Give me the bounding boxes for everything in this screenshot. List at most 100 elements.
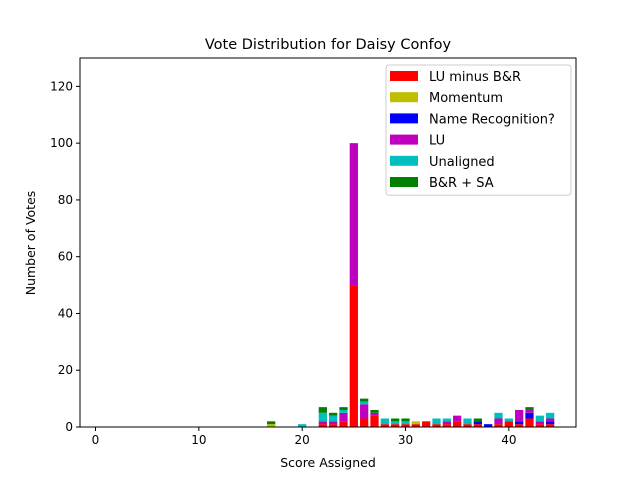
- legend-swatch: [390, 113, 418, 124]
- bar-segment: [494, 418, 503, 425]
- bar-segment: [515, 421, 524, 425]
- y-axis-label: Number of Votes: [23, 191, 38, 296]
- bar-segment: [411, 424, 420, 427]
- legend-label: Momentum: [429, 91, 503, 106]
- y-tick-label: 80: [58, 193, 73, 207]
- bar-segment: [535, 424, 544, 427]
- bar-segment: [329, 424, 338, 427]
- bar-segment: [360, 404, 369, 419]
- bar-segment: [411, 421, 420, 425]
- bar-segment: [298, 424, 307, 427]
- bar-segment: [329, 421, 338, 425]
- bar-segment: [453, 421, 462, 427]
- bar-segment: [504, 418, 513, 422]
- bar-segment: [484, 424, 493, 427]
- bar-segment: [329, 415, 338, 422]
- bar-segment: [318, 407, 327, 413]
- bar-segment: [370, 412, 379, 416]
- bar-segment: [318, 424, 327, 427]
- bar-segment: [546, 421, 555, 425]
- bar-segment: [546, 424, 555, 427]
- bar-segment: [535, 415, 544, 422]
- bar-segment: [318, 421, 327, 425]
- legend-label: Unaligned: [429, 155, 495, 170]
- legend-label: LU minus B&R: [429, 70, 521, 85]
- legend-swatch: [390, 155, 418, 166]
- bar-segment: [442, 421, 451, 425]
- legend-label: Name Recognition?: [429, 112, 555, 127]
- bar-segment: [494, 412, 503, 419]
- legend-swatch: [390, 177, 418, 187]
- bar-segment: [525, 412, 534, 419]
- bar-segment: [473, 421, 482, 425]
- bar-segment: [504, 421, 513, 427]
- bar-segment: [267, 424, 276, 427]
- bar-segment: [525, 418, 534, 427]
- bar-segment: [494, 424, 503, 427]
- y-tick-label: 60: [58, 250, 73, 264]
- legend: LU minus B&R Momentum Name Recognition? LU U…: [385, 64, 572, 196]
- bar-segment: [473, 424, 482, 427]
- plot-frame: [79, 57, 577, 428]
- x-tick-label: 40: [501, 433, 516, 447]
- bar-segment: [349, 143, 358, 286]
- legend-swatch: [390, 71, 418, 81]
- y-tick-label: 20: [58, 363, 73, 377]
- y-tick-label: 0: [65, 420, 73, 434]
- bar-segment: [391, 418, 400, 422]
- bar-segment: [318, 412, 327, 422]
- legend-label: LU: [429, 134, 445, 149]
- y-tick-label: 120: [50, 79, 73, 93]
- bar-segment: [380, 418, 389, 425]
- bar-segment: [339, 412, 348, 422]
- bar-segment: [401, 421, 410, 425]
- bar-segment: [525, 409, 534, 413]
- bar-segment: [463, 424, 472, 427]
- chart-title: Vote Distribution for Daisy Confoy: [205, 37, 452, 53]
- legend-swatch: [390, 92, 418, 103]
- bar-segment: [515, 424, 524, 427]
- bar-segment: [463, 418, 472, 425]
- bar-segment: [380, 424, 389, 427]
- bar-segment: [525, 407, 534, 410]
- bar-segment: [339, 407, 348, 410]
- bar-segment: [267, 421, 276, 425]
- bar-segment: [432, 424, 441, 427]
- bar-segment: [442, 424, 451, 427]
- bar-segment: [370, 409, 379, 413]
- x-tick-label: 10: [191, 433, 206, 447]
- bar-segment: [453, 415, 462, 422]
- bar-segment: [349, 285, 358, 427]
- bar-segment: [515, 409, 524, 422]
- bar-segment: [422, 421, 431, 427]
- axis-ticks: 0 10 20 30 40 0 20 40 60 80 100 120: [50, 79, 516, 447]
- bar-segment: [360, 418, 369, 427]
- bar-segment: [535, 421, 544, 425]
- bar-segment: [546, 418, 555, 422]
- bar-segment: [339, 409, 348, 413]
- legend-label: B&R + SA: [429, 176, 494, 191]
- bar-segment: [391, 421, 400, 425]
- y-tick-label: 40: [58, 306, 73, 320]
- x-tick-label: 20: [295, 433, 310, 447]
- bar-segment: [473, 418, 482, 422]
- legend-swatch: [390, 134, 418, 145]
- x-tick-label: 30: [398, 433, 413, 447]
- bar-segment: [401, 424, 410, 427]
- bar-segment: [391, 424, 400, 427]
- bar-segment: [329, 412, 338, 416]
- bar-segment: [442, 418, 451, 422]
- bar-segment: [360, 401, 369, 405]
- bar-segment: [546, 412, 555, 419]
- legend-box: [385, 64, 572, 196]
- x-axis-label: Score Assigned: [280, 455, 376, 470]
- bars-group: [267, 143, 555, 427]
- bar-segment: [401, 418, 410, 422]
- bar-segment: [360, 398, 369, 402]
- bar-segment: [339, 421, 348, 427]
- bar-segment: [370, 415, 379, 427]
- bar-segment: [432, 418, 441, 425]
- y-tick-label: 100: [50, 136, 73, 150]
